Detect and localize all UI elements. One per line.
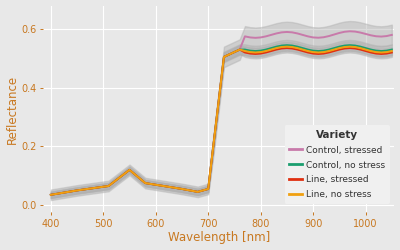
Y-axis label: Reflectance: Reflectance bbox=[6, 74, 18, 144]
Legend: Control, stressed, Control, no stress, Line, stressed, Line, no stress: Control, stressed, Control, no stress, L… bbox=[285, 125, 390, 204]
X-axis label: Wavelength [nm]: Wavelength [nm] bbox=[168, 232, 270, 244]
